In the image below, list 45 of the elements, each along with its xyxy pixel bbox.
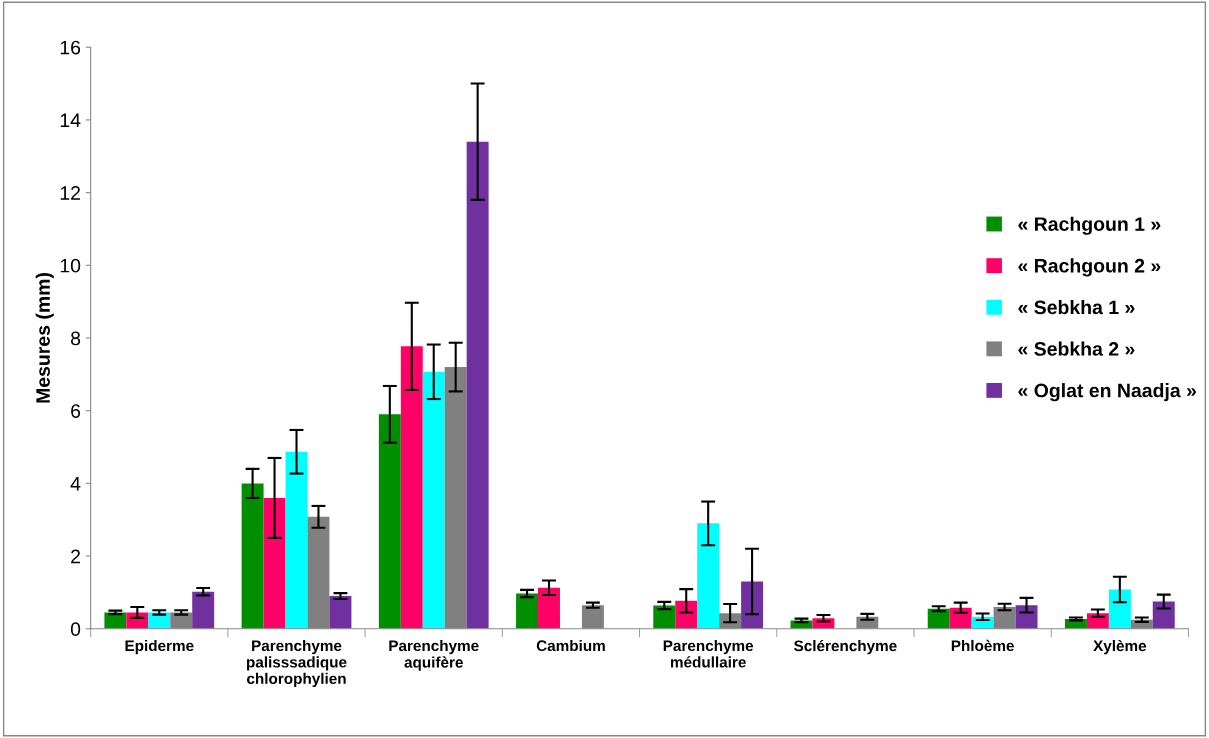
bar: [1108, 589, 1131, 629]
legend-label: « Sebkha 1 »: [1018, 299, 1135, 315]
bar: [378, 414, 401, 629]
bar: [285, 451, 308, 629]
y-tick-label: 8: [70, 331, 81, 346]
bar: [538, 587, 560, 629]
legend-label: « Sebkha 2 »: [1018, 341, 1135, 356]
x-tick-label: Xylème: [1093, 639, 1147, 655]
legend-label: « Rachgoun 2 »: [1018, 258, 1161, 277]
x-tick-label: Epiderme: [125, 639, 194, 655]
x-tick-label: Sclérenchyme: [794, 639, 897, 655]
bar: [741, 581, 764, 629]
bar: [1152, 601, 1175, 629]
bar: [516, 593, 539, 629]
bar: [263, 497, 286, 629]
y-tick-label: 12: [60, 186, 80, 200]
bar: [1015, 605, 1038, 629]
x-tick-label: Parenchyme palisssadique chlorophylien: [247, 639, 347, 688]
y-tick-label: 14: [60, 113, 81, 127]
bar: [104, 612, 127, 629]
y-tick-label: 4: [70, 477, 81, 491]
bar: [466, 141, 489, 629]
x-tick-label: Parenchyme médullaire: [663, 639, 754, 668]
y-tick-label: 16: [60, 40, 81, 55]
x-tick-label: Parenchyme aquifère: [389, 639, 479, 671]
legend-label: « Oglat en Naadja »: [1018, 383, 1197, 402]
y-axis-title: Mesures (mm): [35, 273, 54, 403]
bar: [1086, 613, 1109, 629]
bar: [422, 371, 445, 629]
bar: [241, 483, 264, 629]
x-tick-label: Cambium: [536, 639, 605, 652]
bar: [697, 523, 720, 629]
legend-label: « Rachgoun 1 »: [1018, 216, 1161, 235]
y-tick-label: 10: [60, 258, 81, 273]
bar: [192, 591, 215, 629]
bar: [329, 596, 352, 629]
y-tick-label: 6: [71, 404, 81, 418]
y-tick-label: 2: [71, 549, 80, 564]
bar: [400, 346, 423, 629]
bar: [148, 612, 171, 629]
y-tick-label: 0: [70, 622, 81, 637]
x-tick-label: Phloème: [951, 639, 1014, 652]
bar: [653, 605, 676, 629]
bar: [927, 608, 950, 629]
bar: [675, 600, 698, 629]
